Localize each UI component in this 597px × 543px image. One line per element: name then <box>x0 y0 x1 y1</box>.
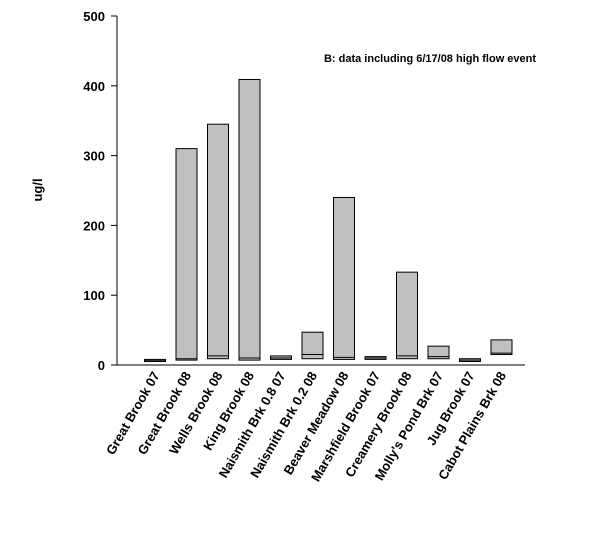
y-tick-label: 0 <box>98 358 105 373</box>
bar <box>427 345 450 360</box>
y-tick-label: 400 <box>83 79 105 94</box>
y-axis-label: ug/l <box>30 178 45 201</box>
bar <box>175 148 198 361</box>
bar <box>238 79 261 361</box>
bar <box>490 339 513 356</box>
y-tick-label: 300 <box>83 149 105 164</box>
bar <box>333 196 355 360</box>
bar <box>301 331 324 360</box>
y-tick-label: 100 <box>83 288 105 303</box>
bar <box>396 271 418 360</box>
bar <box>207 123 229 360</box>
y-tick-label: 200 <box>83 218 105 233</box>
annotation: B: data including 6/17/08 high flow even… <box>324 53 536 65</box>
y-tick-label: 500 <box>83 9 105 24</box>
